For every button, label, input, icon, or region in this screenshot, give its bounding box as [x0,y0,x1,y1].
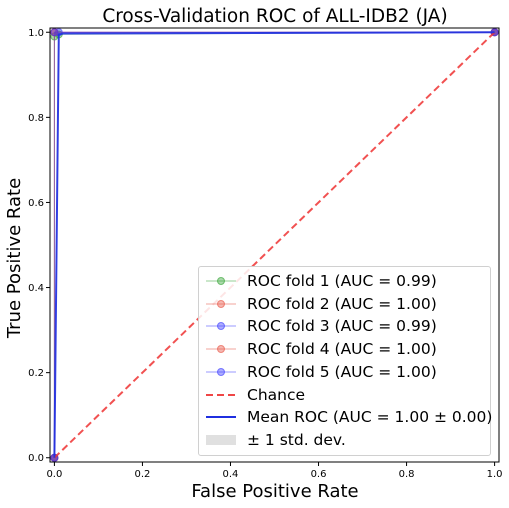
legend-label: ROC fold 5 (AUC = 1.00) [247,362,437,381]
legend-item: Chance [199,384,490,406]
legend-swatch [206,299,236,308]
legend-label: ROC fold 2 (AUC = 1.00) [247,294,437,313]
legend-label: Chance [247,385,306,404]
x-tick-label: 0.8 [399,469,415,480]
legend-swatch [206,416,236,419]
legend-swatch [206,277,236,285]
legend-label: ROC fold 4 (AUC = 1.00) [247,340,437,359]
series-line-7 [53,31,495,458]
legend-label: ± 1 std. dev. [247,430,346,449]
legend-swatch [206,367,236,376]
y-tick-label: 1.0 [28,28,44,39]
legend-swatch [206,345,236,354]
series-line-6 [53,31,496,459]
x-tick-label: 0.4 [223,469,239,480]
plot-area-frame [49,27,500,463]
legend-item: ROC fold 3 (AUC = 0.99) [199,315,490,337]
x-tick-label: 0.0 [46,469,62,480]
legend-swatch [206,434,236,445]
y-tick-label: 0.8 [28,113,44,124]
y-tick-label: 0.6 [28,198,44,209]
y-tick-label: 0.2 [28,368,44,379]
legend: ROC fold 1 (AUC = 0.99) ROC fold 2 (AUC =… [198,266,493,456]
x-tick-label: 0.6 [311,469,327,480]
legend-swatch [206,393,236,396]
x-tick-label: 1.0 [487,469,503,480]
x-axis-label: False Positive Rate [191,481,358,502]
y-tick-label: 0.0 [28,453,44,464]
legend-item: ± 1 std. dev. [199,429,490,451]
tick-layer: 0.0 0.2 0.4 0.6 0.8 1.0 0.0 0.2 0.4 0.6 0.8 1.0 [28,28,502,480]
x-tick-label: 0.2 [134,469,150,480]
legend-label: ROC fold 3 (AUC = 0.99) [247,317,437,336]
legend-label: ROC fold 1 (AUC = 0.99) [247,272,437,290]
legend-item: ROC fold 5 (AUC = 1.00) [199,361,490,383]
legend-item: Mean ROC (AUC = 1.00 ± 0.00) [199,406,493,428]
legend-label: Mean ROC (AUC = 1.00 ± 0.00) [247,408,493,427]
y-tick-label: 0.4 [28,283,44,294]
series-point-5 [50,28,59,37]
chart-title: Cross-Validation ROC of ALL-IDB2 (JA) [102,6,447,27]
legend-item: ROC fold 4 (AUC = 1.00) [199,338,490,360]
legend-swatch [206,322,236,331]
legend-item: ROC fold 2 (AUC = 1.00) [199,293,490,315]
series-layer [50,28,499,462]
legend-item: ROC fold 1 (AUC = 0.99) [199,270,490,292]
y-axis-label: True Positive Rate [4,178,25,339]
